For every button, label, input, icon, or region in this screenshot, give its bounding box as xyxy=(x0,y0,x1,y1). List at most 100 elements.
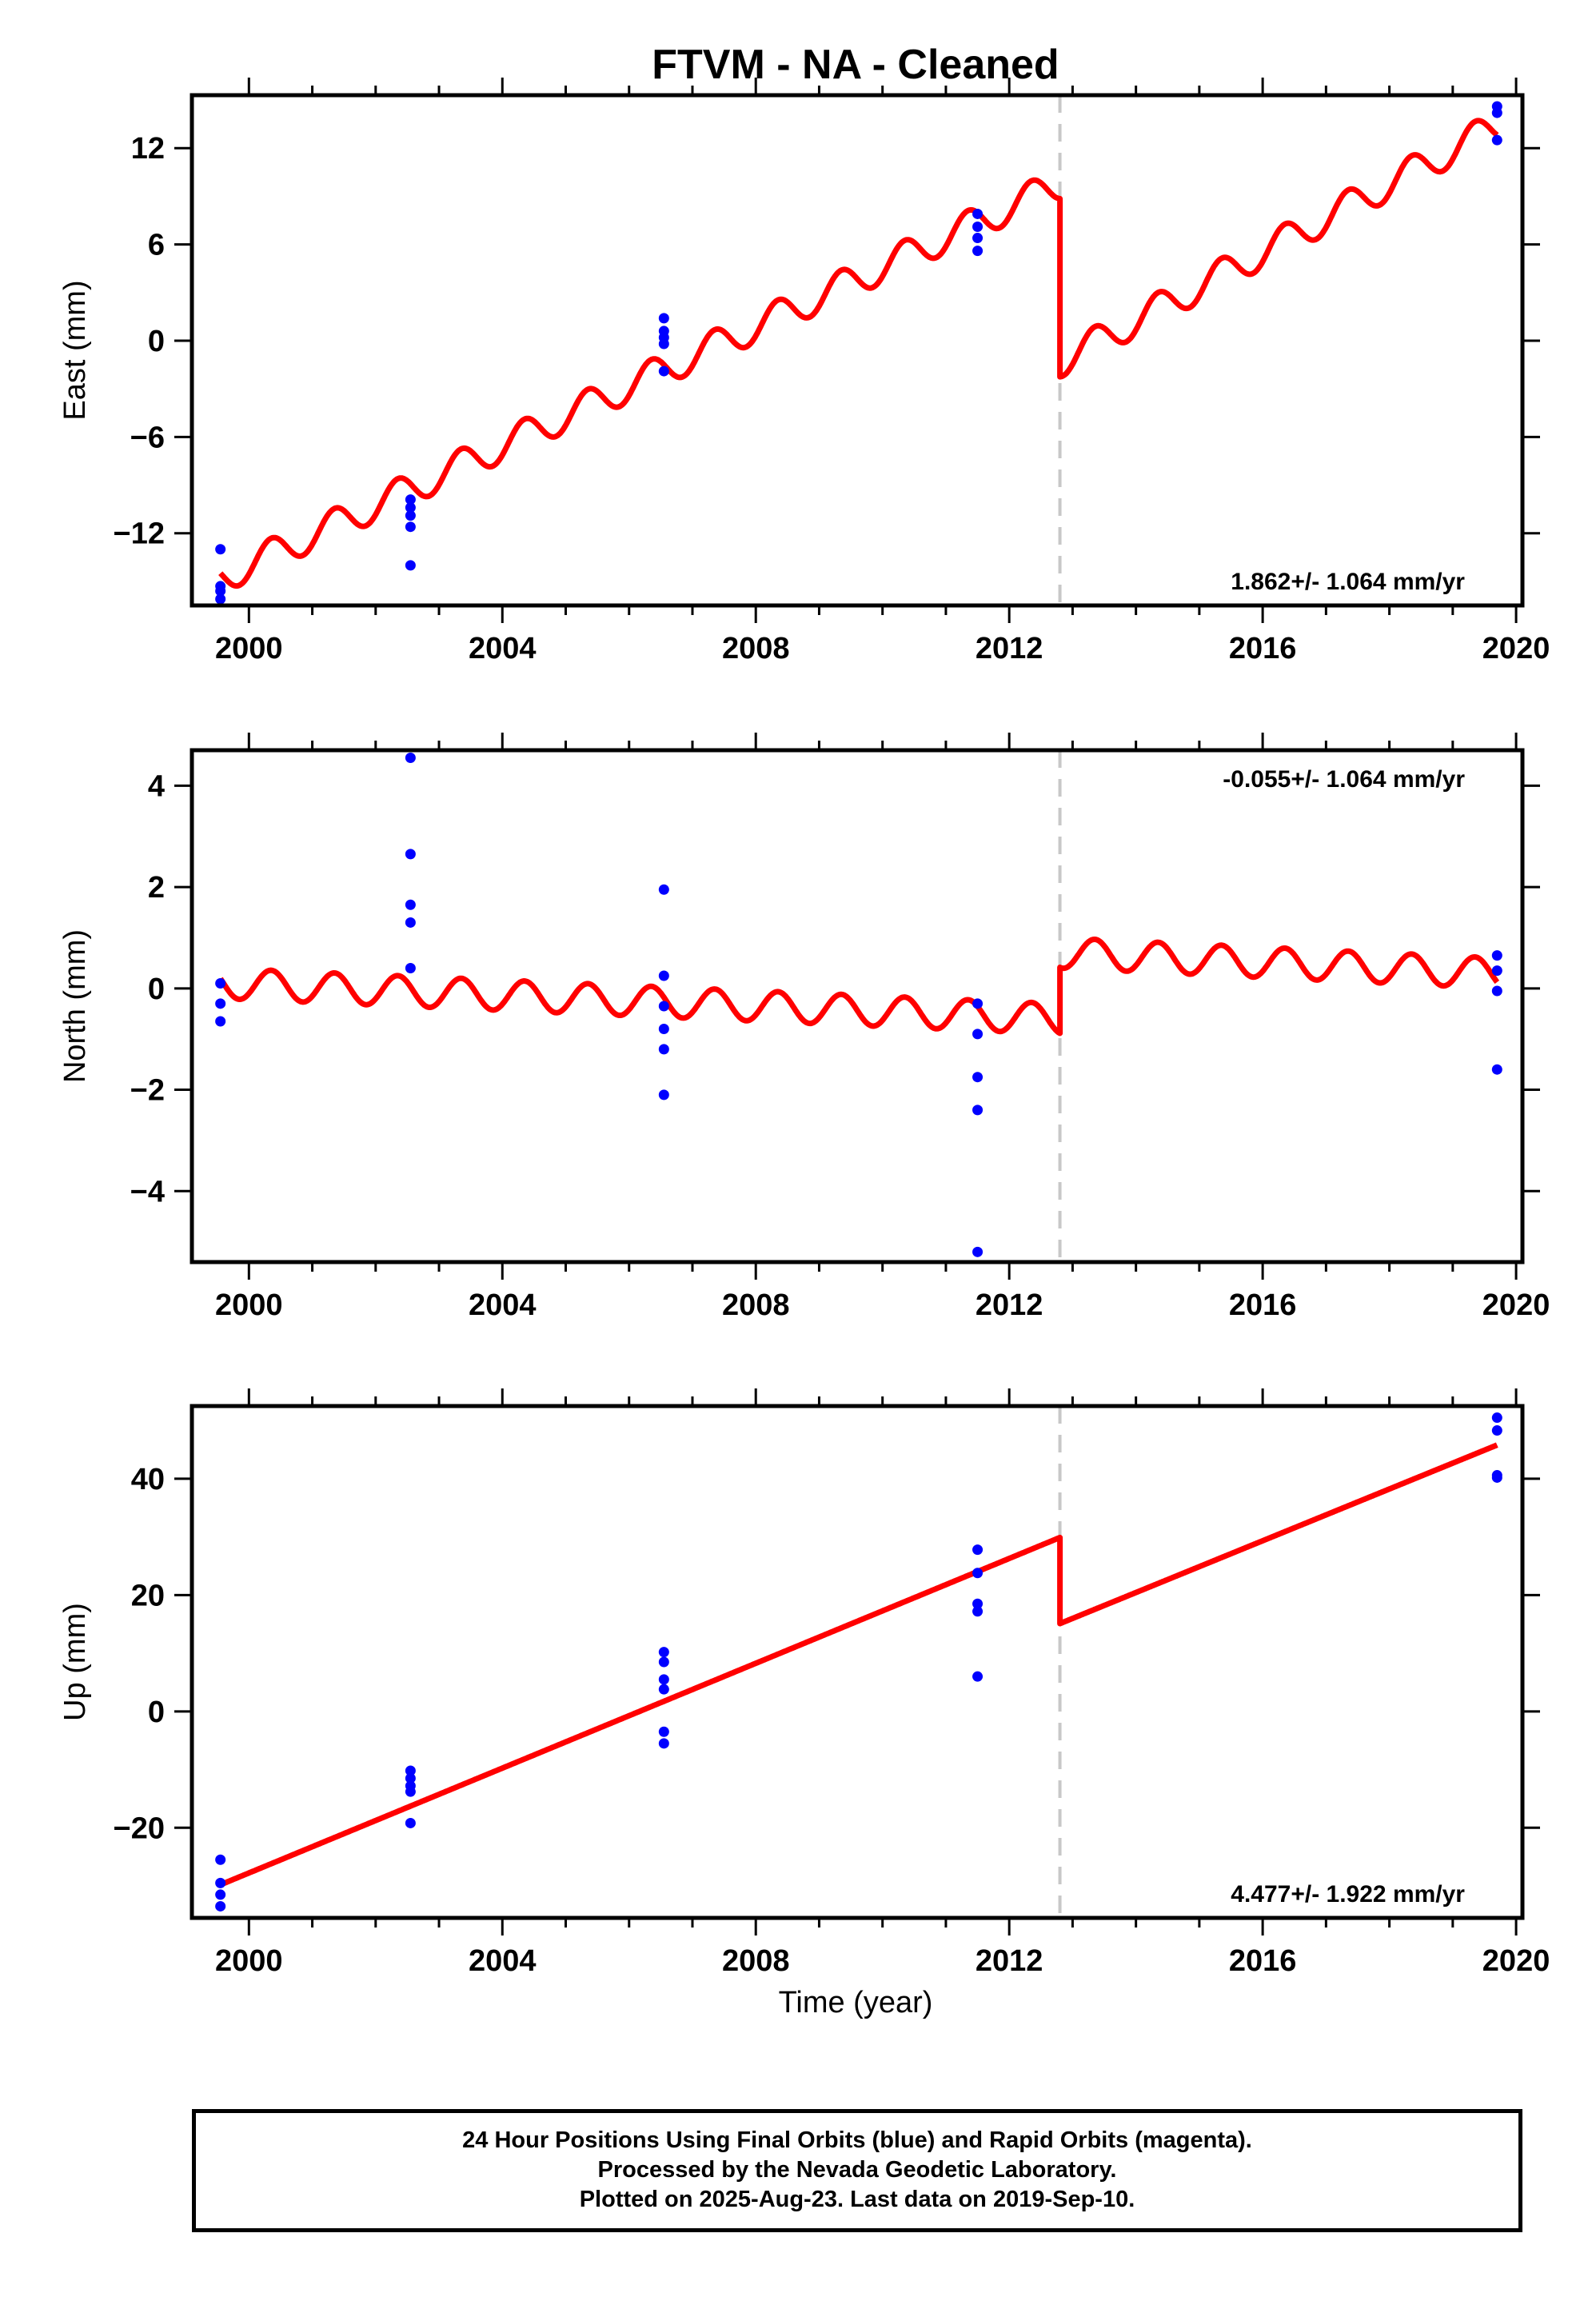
data-point xyxy=(972,1671,984,1682)
data-point xyxy=(1491,1472,1502,1483)
data-point xyxy=(215,1854,226,1865)
data-point xyxy=(215,544,226,555)
data-point xyxy=(215,998,226,1009)
data-point xyxy=(405,917,416,928)
data-point xyxy=(215,585,226,597)
data-point xyxy=(405,962,416,973)
y-axis-label: Up (mm) xyxy=(58,1603,92,1721)
data-point xyxy=(215,1877,226,1888)
data-point xyxy=(972,1105,984,1116)
data-point xyxy=(405,510,416,521)
x-tick-label: 2000 xyxy=(215,1288,283,1322)
x-tick-label: 2020 xyxy=(1482,1288,1550,1322)
data-point xyxy=(1491,965,1502,977)
x-tick-label: 2008 xyxy=(722,1944,790,1978)
caption-box: 24 Hour Positions Using Final Orbits (bl… xyxy=(192,2109,1522,2232)
y-tick-label: 0 xyxy=(148,1696,165,1729)
data-point xyxy=(972,233,984,244)
data-point xyxy=(658,1674,669,1685)
data-point xyxy=(972,998,984,1009)
plot-frame xyxy=(190,1404,1525,1920)
data-point xyxy=(658,1001,669,1012)
x-tick-label: 2004 xyxy=(469,1944,537,1978)
data-point xyxy=(972,1246,984,1257)
data-point xyxy=(405,849,416,860)
data-point xyxy=(658,1024,669,1035)
x-axis-label: Time (year) xyxy=(779,1986,933,2019)
x-tick-label: 2012 xyxy=(976,1288,1043,1322)
x-tick-label: 2004 xyxy=(469,632,537,665)
data-point xyxy=(1491,1425,1502,1436)
data-point xyxy=(405,521,416,533)
y-tick-label: 4 xyxy=(148,769,165,803)
data-point xyxy=(658,884,669,895)
data-point xyxy=(405,560,416,571)
x-tick-label: 2012 xyxy=(976,1944,1043,1978)
data-point xyxy=(972,1544,984,1556)
y-tick-label: −4 xyxy=(130,1175,165,1208)
data-point xyxy=(405,753,416,764)
model-fit-line xyxy=(218,1442,1499,1888)
data-point xyxy=(1491,134,1502,146)
data-point xyxy=(1491,985,1502,997)
plot-frame xyxy=(190,748,1525,1264)
data-point xyxy=(405,1772,416,1784)
x-tick-label: 2016 xyxy=(1229,1944,1297,1978)
x-tick-label: 2000 xyxy=(215,1944,283,1978)
y-axis-label: North (mm) xyxy=(58,929,92,1083)
data-point xyxy=(405,1817,416,1828)
data-point xyxy=(405,502,416,513)
data-point xyxy=(972,222,984,233)
y-tick-label: −20 xyxy=(114,1812,165,1845)
data-point xyxy=(658,366,669,377)
y-tick-label: 2 xyxy=(148,871,165,905)
x-tick-label: 2020 xyxy=(1482,1944,1550,1978)
data-point xyxy=(215,1889,226,1900)
figure-title: FTVM - NA - Cleaned xyxy=(652,42,1059,88)
caption-line-3: Plotted on 2025-Aug-23. Last data on 201… xyxy=(579,2187,1135,2212)
data-point xyxy=(405,899,416,910)
caption-line-1: 24 Hour Positions Using Final Orbits (bl… xyxy=(462,2127,1252,2153)
data-point xyxy=(972,1072,984,1083)
data-point xyxy=(658,1044,669,1055)
data-point xyxy=(215,1016,226,1027)
model-fit-line xyxy=(217,937,1500,1037)
x-tick-label: 2004 xyxy=(469,1288,537,1322)
y-tick-label: 40 xyxy=(131,1463,165,1496)
panel-north: 2000 2004 2008 2012 2016 2020 −4 −2 0 2 4 North (mm… xyxy=(58,733,1550,1322)
x-tick-label: 2012 xyxy=(976,632,1043,665)
y-tick-label: 0 xyxy=(148,325,165,358)
x-tick-label: 2008 xyxy=(722,1288,790,1322)
y-tick-label: 6 xyxy=(148,229,165,262)
data-point xyxy=(405,1786,416,1797)
caption-line-2: Processed by the Nevada Geodetic Laborat… xyxy=(597,2157,1117,2183)
data-point xyxy=(1491,1412,1502,1424)
y-tick-label: −12 xyxy=(114,517,165,551)
data-point xyxy=(658,1089,669,1101)
data-point xyxy=(972,1598,984,1609)
x-tick-label: 2020 xyxy=(1482,632,1550,665)
model-fit-line xyxy=(218,118,1499,589)
data-point xyxy=(1491,107,1502,118)
data-point xyxy=(658,338,669,350)
data-point xyxy=(405,1765,416,1776)
data-point xyxy=(658,1726,669,1737)
data-point xyxy=(1491,950,1502,961)
panel-east: 2000 2004 2008 2012 2016 2020 −12 −6 0 6 12 East (m… xyxy=(58,78,1550,665)
y-tick-label: 12 xyxy=(131,132,165,166)
data-point xyxy=(972,208,984,219)
panel-up: 2000 2004 2008 2012 2016 2020 −20 0 20 40 Up (mm) 4… xyxy=(58,1388,1550,1978)
y-tick-label: 20 xyxy=(131,1579,165,1612)
y-tick-label: 0 xyxy=(148,973,165,1006)
data-point xyxy=(658,313,669,324)
data-point xyxy=(658,1738,669,1749)
data-point xyxy=(215,593,226,605)
data-point xyxy=(972,1568,984,1579)
velocity-annotation: 1.862+/- 1.064 mm/yr xyxy=(1231,569,1465,595)
velocity-annotation: -0.055+/- 1.064 mm/yr xyxy=(1223,766,1465,793)
y-axis-label: East (mm) xyxy=(58,280,92,420)
data-point xyxy=(658,1684,669,1695)
data-point xyxy=(405,494,416,505)
data-point xyxy=(658,1656,669,1668)
